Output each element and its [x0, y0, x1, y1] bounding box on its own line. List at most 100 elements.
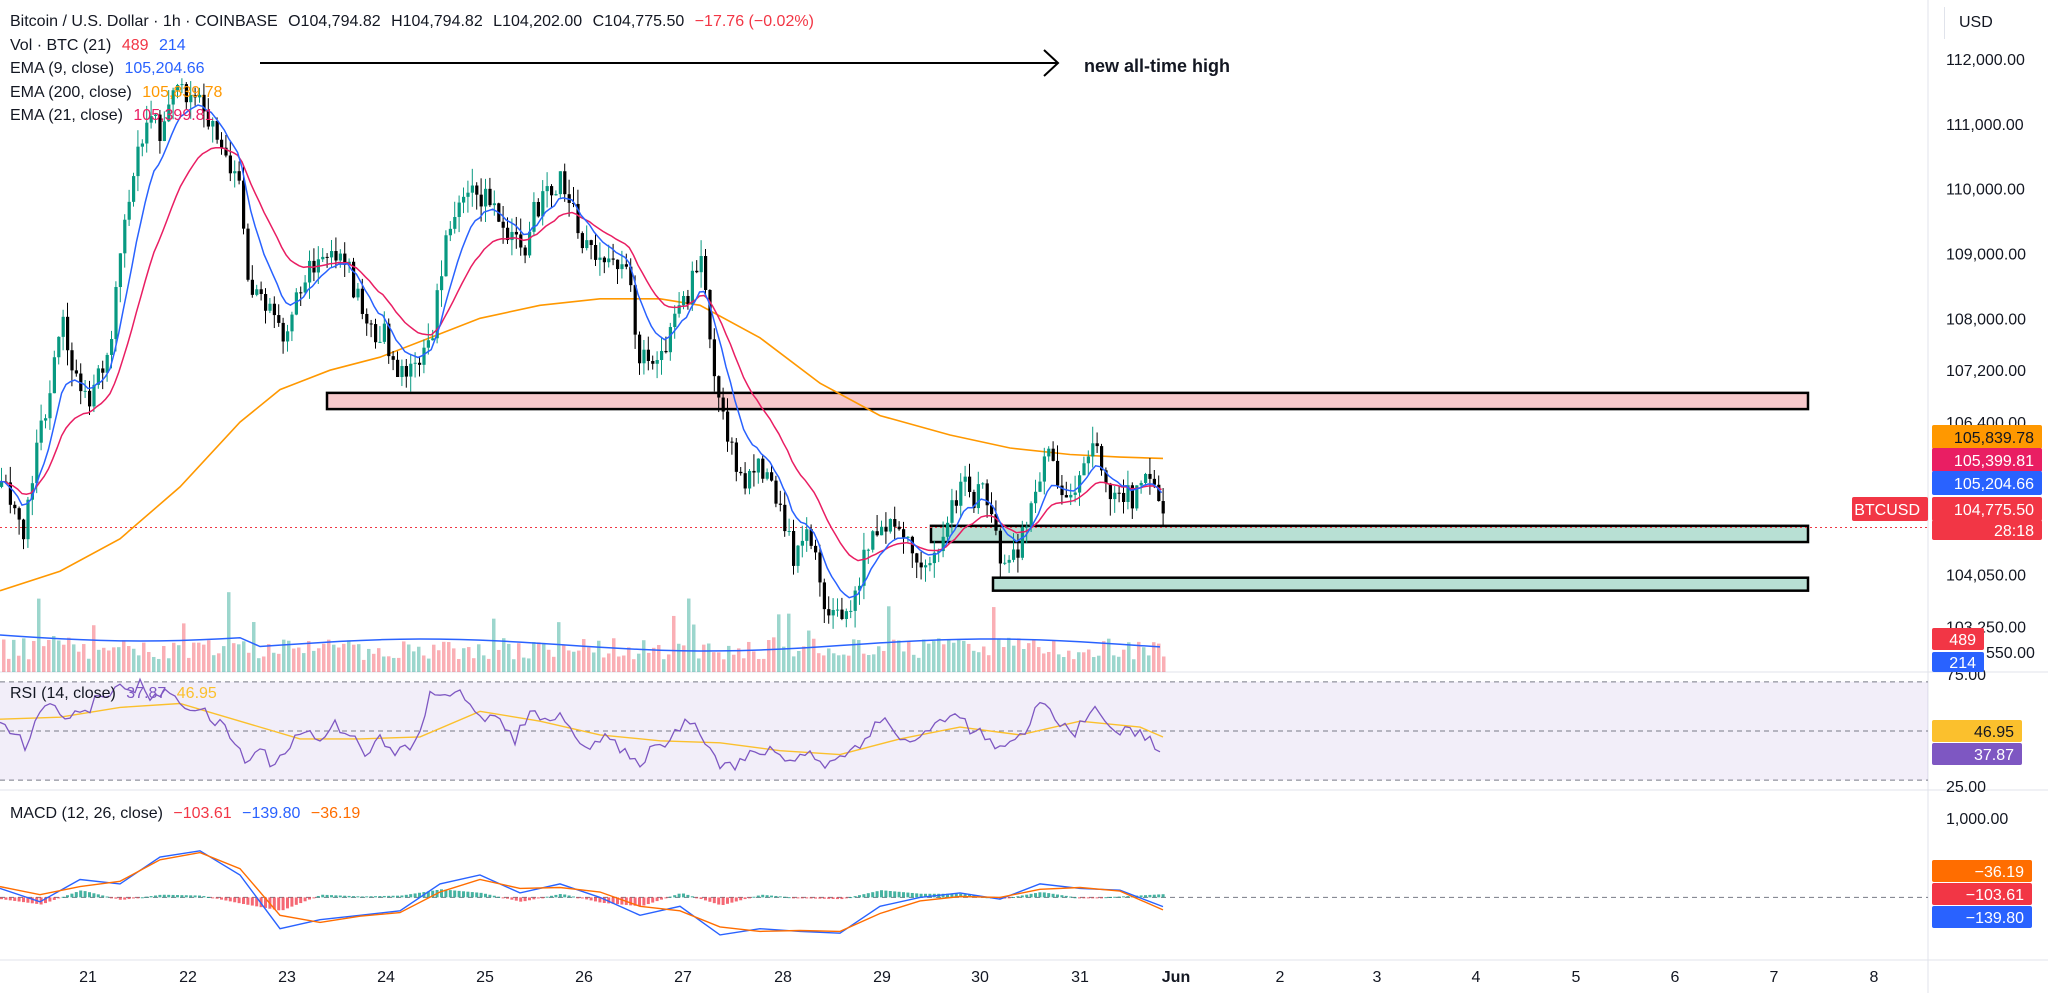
volume-bar	[502, 638, 506, 672]
candle-body	[695, 270, 699, 273]
volume-bar	[682, 645, 686, 672]
macd-hist-bar	[646, 897, 650, 905]
currency-selector[interactable]: USD	[1944, 7, 2038, 39]
macd-hist-bar	[1126, 896, 1130, 898]
macd-badge: −103.61	[1932, 883, 2032, 905]
macd-hist-bar	[963, 894, 967, 898]
volume-ma-badge-bg	[1932, 652, 1984, 672]
rsi-legend[interactable]: RSI (14, close) 37.87 46.95	[10, 685, 223, 703]
low-value: L104,202.00	[493, 13, 583, 30]
volume-bar	[517, 643, 521, 672]
volume-bar	[782, 646, 786, 672]
volume-bar	[322, 643, 326, 672]
volume-bar	[27, 659, 31, 672]
rsi-label: RSI (14, close)	[10, 685, 116, 702]
volume-bar	[947, 639, 951, 672]
candle-body	[1157, 484, 1161, 502]
rsi-value: 37.87	[126, 685, 167, 702]
volume-bar	[347, 640, 351, 672]
macd-hist-bar	[88, 892, 91, 898]
macd-hist-bar	[686, 894, 690, 898]
volume-bar	[462, 648, 466, 672]
volume-bar	[32, 640, 36, 672]
macd-hist-bar	[409, 894, 413, 898]
last-price-badge-text: 104,775.50	[1954, 502, 2034, 519]
macd-hist-bar	[1148, 894, 1152, 898]
last-price-badge-bg	[1932, 497, 2042, 521]
volume-bar	[717, 652, 721, 672]
chart-legend: Bitcoin / U.S. Dollar · 1h · COINBASE O1…	[10, 10, 820, 128]
volume-bar	[292, 648, 296, 672]
candle-body	[246, 228, 250, 280]
macd-hist-bar	[594, 897, 597, 902]
ema9-indicator-row[interactable]: EMA (9, close) 105,204.66	[10, 57, 820, 81]
candle-body	[880, 526, 884, 536]
volume-bar	[952, 642, 956, 672]
macd-hist-bar	[1060, 895, 1064, 898]
candle-body	[1051, 448, 1055, 461]
macd-hist-bar	[334, 895, 338, 898]
macd-hist-bar	[404, 894, 408, 898]
macd-hist-bar	[629, 897, 633, 906]
macd-hist-bar	[875, 891, 879, 898]
volume-bar	[7, 658, 11, 672]
macd-hist-bar	[523, 897, 527, 902]
volume-bar	[932, 641, 936, 672]
candle-body	[1148, 473, 1152, 479]
candle-body	[118, 253, 122, 288]
ema200-indicator-row[interactable]: EMA (200, close) 105,839.78	[10, 81, 820, 105]
rsi-ma-badge: 46.95	[1932, 720, 2022, 742]
volume-bar	[167, 658, 171, 672]
candle-body	[998, 530, 1002, 564]
ema21-indicator-row[interactable]: EMA (21, close) 105,399.81	[10, 104, 820, 128]
volume-bar	[907, 641, 911, 672]
candle-body	[409, 363, 413, 377]
symbol-name[interactable]: Bitcoin / U.S. Dollar · 1h · COINBASE	[10, 13, 278, 30]
macd-hist-bar	[347, 895, 351, 898]
macd-hist-bar	[118, 897, 122, 900]
time-axis-label: 31	[1071, 969, 1089, 986]
macd-legend[interactable]: MACD (12, 26, close) −103.61 −139.80 −36…	[10, 805, 366, 823]
volume-bar	[827, 648, 831, 672]
macd-hist-bar	[787, 897, 791, 899]
macd-hist-bar	[928, 893, 932, 898]
candle-body	[140, 143, 144, 147]
time-axis-label: 27	[674, 969, 692, 986]
macd-hist-bar	[30, 897, 34, 904]
macd-hist-bar	[651, 897, 655, 903]
candle-body	[264, 294, 268, 311]
macd-hist-bar	[1082, 897, 1086, 899]
volume-bar	[767, 640, 771, 672]
candle-body	[237, 171, 241, 181]
ema9-label: EMA (9, close)	[10, 60, 115, 77]
candle-body	[1007, 559, 1011, 563]
macd-hist-bar	[1007, 897, 1011, 899]
volume-bar	[92, 625, 96, 672]
candle-body	[519, 234, 523, 248]
candle-body	[1038, 481, 1042, 492]
candle-body	[805, 529, 809, 541]
candle-body	[836, 609, 840, 611]
macd-hist-bar	[519, 897, 523, 902]
candle-body	[871, 531, 875, 550]
vol-indicator-row[interactable]: Vol · BTC (21) 489 214	[10, 34, 820, 58]
macd-hist-bar	[448, 890, 452, 898]
candle-body	[176, 84, 180, 91]
candle-body	[528, 231, 532, 256]
volume-bar	[867, 655, 871, 672]
ema21-price-badge-bg	[1932, 448, 2042, 472]
volume-bar	[852, 639, 856, 672]
macd-hist-bar	[1016, 896, 1020, 898]
volume-bar	[652, 647, 656, 672]
candle-body	[0, 481, 4, 487]
macd-hist-bar	[70, 893, 74, 898]
macd-hist-bar	[176, 895, 179, 898]
volume-bar	[587, 647, 591, 672]
macd-hist-bar	[237, 897, 241, 904]
macd-hist-bar	[919, 893, 923, 898]
candle-body	[272, 303, 276, 316]
ema9-line	[0, 104, 1163, 599]
volume-bar	[747, 641, 751, 672]
